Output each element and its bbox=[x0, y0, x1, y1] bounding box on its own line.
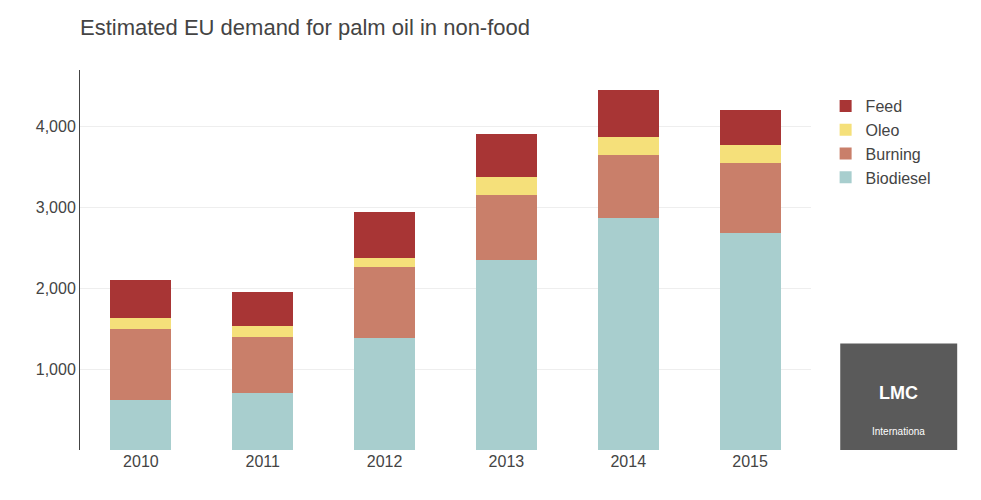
svg-text:2010: 2010 bbox=[123, 453, 159, 470]
svg-text:2011: 2011 bbox=[246, 453, 281, 470]
svg-text:2012: 2012 bbox=[367, 453, 403, 470]
svg-text:2015: 2015 bbox=[732, 453, 768, 470]
svg-text:Estimated EU demand for palm o: Estimated EU demand for palm oil in non-… bbox=[80, 15, 530, 40]
svg-text:Burning: Burning bbox=[866, 146, 921, 163]
svg-text:2,000: 2,000 bbox=[36, 280, 76, 297]
svg-text:Feed: Feed bbox=[866, 98, 902, 115]
svg-text:2014: 2014 bbox=[610, 453, 646, 470]
svg-text:2013: 2013 bbox=[489, 453, 525, 470]
svg-text:LMC: LMC bbox=[879, 383, 918, 403]
svg-text:3,000: 3,000 bbox=[36, 199, 76, 216]
svg-text:Oleo: Oleo bbox=[866, 122, 900, 139]
svg-text:4,000: 4,000 bbox=[36, 118, 76, 135]
svg-text:Internationa: Internationa bbox=[872, 426, 925, 437]
svg-text:Biodiesel: Biodiesel bbox=[866, 170, 931, 187]
svg-text:1,000: 1,000 bbox=[36, 361, 76, 378]
